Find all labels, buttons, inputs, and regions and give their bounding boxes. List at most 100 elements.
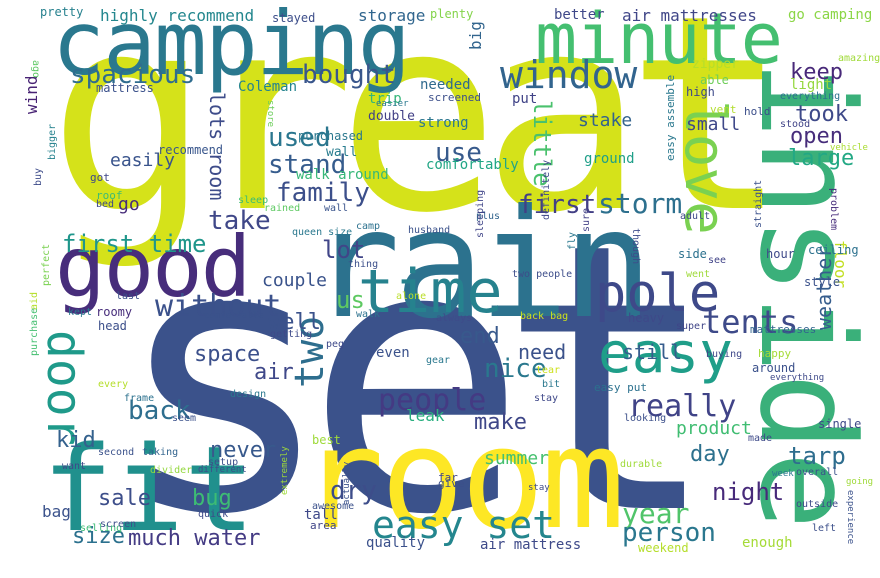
word-great: great: [48, 0, 789, 272]
word-tents: tents: [702, 303, 799, 341]
word-definitely: definitely: [541, 159, 552, 220]
word-end: end: [460, 324, 500, 349]
word-good: good: [55, 218, 251, 316]
word-easy-set: easy set: [372, 503, 556, 547]
word-go: go: [118, 194, 140, 215]
word-air-mattresses: air mattresses: [622, 6, 757, 25]
word-night: night: [712, 478, 785, 506]
word-everything-2: everything: [770, 373, 825, 383]
word-perfect: perfect: [41, 243, 52, 286]
word-style: style: [804, 275, 841, 289]
word-selling: selling: [80, 523, 123, 534]
word-wall: wall: [326, 145, 358, 160]
word-take: take: [208, 206, 271, 236]
word-enough: enough: [742, 535, 793, 551]
word-easy-assemble: easy assemble: [664, 74, 677, 161]
word-time: time: [358, 257, 503, 327]
word-camp: camp: [356, 221, 381, 232]
word-far: far: [438, 471, 458, 484]
word-looking: looking: [624, 413, 667, 424]
word-roof: roof: [96, 189, 123, 202]
word-took: took: [795, 102, 848, 127]
word-comfortable: comfortable: [204, 311, 264, 321]
word-day: day: [690, 442, 730, 467]
word-year: year: [622, 497, 690, 530]
word-open: open: [790, 124, 843, 149]
word-back: back: [128, 396, 191, 426]
word-set: set: [112, 166, 720, 578]
word-window: window: [500, 53, 638, 97]
word-easily: easily: [110, 150, 176, 171]
word-plus: plus: [476, 211, 501, 222]
word-person: person: [622, 518, 716, 548]
word-spacious: spacious: [70, 60, 196, 90]
word-even: even: [376, 345, 410, 361]
word-space: space: [194, 342, 261, 367]
word-much-water: much water: [128, 526, 261, 551]
word-leak: leak: [406, 406, 445, 425]
word-need: need: [518, 340, 567, 364]
word-fit: fit: [42, 420, 256, 558]
word-double: double: [368, 109, 415, 124]
word-well: well: [268, 310, 321, 335]
word-air-mattress: air mattress: [480, 537, 582, 553]
word-plenty: plenty: [430, 7, 474, 21]
word-though: though: [630, 228, 641, 265]
word-room: room: [300, 398, 625, 561]
word-divider: divider: [150, 465, 193, 476]
word-vehicle: vehicle: [830, 143, 868, 153]
word-buy: buy: [33, 167, 44, 186]
word-peg: peg: [326, 339, 345, 350]
word-bought: bought: [302, 60, 396, 90]
word-pole: pole: [595, 264, 721, 324]
word-stood: stood: [780, 119, 811, 130]
word-store: store: [265, 100, 275, 128]
word-setup: setup: [208, 457, 239, 468]
word-family: family: [276, 178, 370, 208]
word-trip: trip: [368, 91, 402, 107]
word-extremely: extremely: [280, 446, 290, 495]
word-overall: overall: [796, 467, 839, 478]
word-tall: tall: [304, 507, 338, 523]
word-still: still: [622, 340, 683, 364]
word-going: going: [846, 477, 874, 487]
word-every: every: [98, 379, 129, 390]
word-rain: rain: [310, 178, 653, 352]
word-sale: sale: [98, 486, 151, 511]
word-husband: husband: [408, 225, 451, 236]
word-sure: sure: [581, 207, 592, 232]
word-couple: couple: [262, 270, 328, 291]
word-tarp: tarp: [788, 442, 846, 470]
word-area: area: [310, 519, 337, 532]
word-week: week: [772, 469, 794, 479]
word-side: side: [678, 247, 707, 261]
word-screened: screened: [428, 91, 481, 104]
word-storage: storage: [358, 6, 426, 25]
word-small: small: [686, 114, 741, 135]
word-fly: fly: [567, 231, 578, 250]
word-walk-around: walk around: [296, 167, 389, 183]
word-went: went: [686, 269, 711, 280]
word-use: use: [435, 138, 482, 168]
word-stand: stand: [268, 150, 347, 180]
word-walk: walk: [356, 309, 381, 320]
word-want: want: [62, 461, 87, 472]
word-bigger: bigger: [47, 123, 58, 160]
word-strong: strong: [418, 115, 469, 131]
word-easy: easy: [598, 321, 733, 386]
word-left: left: [812, 523, 837, 534]
word-put: put: [512, 91, 538, 107]
word-give: give: [438, 477, 465, 490]
word-adult: adult: [680, 211, 711, 222]
word-large: large: [788, 146, 855, 171]
word-single: single: [818, 417, 862, 431]
word-high: high: [686, 85, 715, 99]
word-queen-size: queen size: [292, 227, 353, 238]
word-taking: taking: [142, 447, 179, 458]
word-quick: quick: [198, 509, 229, 520]
word-outside: outside: [796, 499, 839, 510]
word-alone: alone: [396, 291, 427, 302]
word-hour: hour: [766, 247, 795, 261]
word-people: people: [378, 383, 487, 418]
